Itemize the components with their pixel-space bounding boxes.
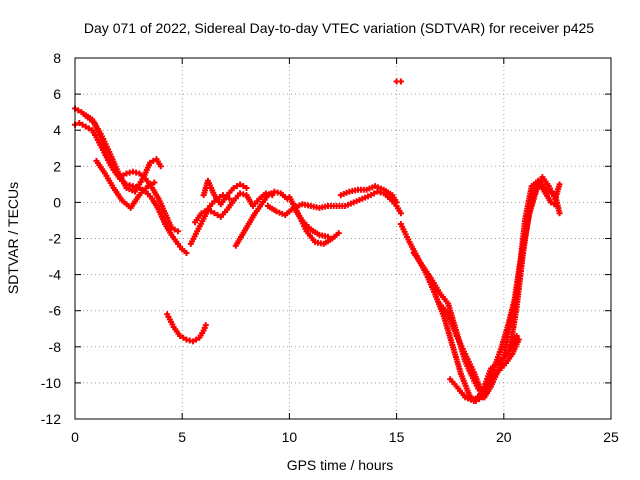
- data-point: [226, 195, 233, 202]
- data-point: [556, 181, 563, 188]
- data-point: [397, 78, 404, 85]
- y-tick-label: 4: [53, 122, 61, 138]
- y-tick-label: -12: [41, 411, 61, 427]
- y-tick-label: -2: [49, 231, 62, 247]
- data-point: [532, 184, 539, 191]
- data-point: [148, 181, 155, 188]
- data-point: [393, 199, 400, 206]
- data-point: [547, 199, 554, 206]
- data-point: [397, 210, 404, 217]
- data-point: [371, 190, 378, 197]
- data-point: [193, 336, 200, 343]
- grid-lines: [75, 58, 611, 419]
- y-tick-label: 8: [53, 50, 61, 66]
- data-point: [201, 208, 208, 215]
- data-series: [200, 177, 250, 208]
- y-axis-label: SDTVAR / TECUs: [5, 182, 21, 294]
- data-point: [549, 190, 556, 197]
- y-tick-label: -8: [49, 339, 62, 355]
- data-point: [230, 184, 237, 191]
- x-tick-label: 15: [389, 429, 405, 445]
- y-tick-label: 6: [53, 86, 61, 102]
- data-series: [393, 78, 404, 85]
- data-point: [268, 190, 275, 197]
- data-series: [286, 193, 342, 247]
- data-point: [237, 181, 244, 188]
- data-point: [335, 230, 342, 237]
- data-series: [72, 119, 190, 256]
- x-tick-label: 5: [178, 429, 186, 445]
- data-point: [324, 233, 331, 240]
- y-tick-label: -6: [49, 303, 62, 319]
- data-point: [76, 119, 83, 126]
- data-point: [202, 322, 209, 329]
- data-point: [157, 163, 164, 170]
- data-point: [189, 338, 196, 345]
- data-point: [264, 192, 271, 199]
- data-point: [367, 192, 374, 199]
- data-series: [72, 105, 181, 235]
- data-point: [79, 121, 86, 128]
- data-point: [144, 183, 151, 190]
- y-tick-label: -10: [41, 375, 61, 391]
- data-series: [447, 332, 520, 404]
- plot-frame: [74, 57, 612, 420]
- data-point: [177, 332, 184, 339]
- data-point: [556, 210, 563, 217]
- data-point: [151, 179, 158, 186]
- data-point: [168, 224, 175, 231]
- x-tick-label: 10: [282, 429, 298, 445]
- data-point: [233, 183, 240, 190]
- data-point: [545, 188, 552, 195]
- data-point: [536, 183, 543, 190]
- data-point: [75, 107, 82, 114]
- data-series: [93, 157, 158, 211]
- data-series: [507, 181, 563, 350]
- y-tick-label: 2: [53, 158, 61, 174]
- data-point: [183, 249, 190, 256]
- data-series: [397, 177, 561, 404]
- data-point: [204, 206, 211, 213]
- data-point: [147, 159, 154, 166]
- x-tick-label: 25: [603, 429, 619, 445]
- data-point: [85, 125, 92, 132]
- data-series: [337, 183, 400, 206]
- data-point: [198, 210, 205, 217]
- data-series: [264, 188, 404, 219]
- data-point: [174, 228, 181, 235]
- data-point: [208, 208, 215, 215]
- data-point: [180, 334, 187, 341]
- chart-title: Day 071 of 2022, Sidereal Day-to-day VTE…: [84, 20, 594, 36]
- data-series: [290, 204, 331, 240]
- data-point: [211, 210, 218, 217]
- x-tick-label: 0: [71, 429, 79, 445]
- data-point: [515, 336, 522, 343]
- data-series: [80, 110, 164, 195]
- y-tick-label: -4: [49, 267, 62, 283]
- x-tick-label: 20: [496, 429, 512, 445]
- data-point: [82, 123, 89, 130]
- data-point: [214, 212, 221, 219]
- y-tick-label: 0: [53, 194, 61, 210]
- data-series: [164, 311, 209, 345]
- x-axis-label: GPS time / hours: [287, 457, 394, 473]
- data-points: [72, 78, 563, 404]
- data-point: [243, 184, 250, 191]
- data-point: [240, 183, 247, 190]
- data-point: [171, 226, 178, 233]
- data-series: [232, 188, 291, 249]
